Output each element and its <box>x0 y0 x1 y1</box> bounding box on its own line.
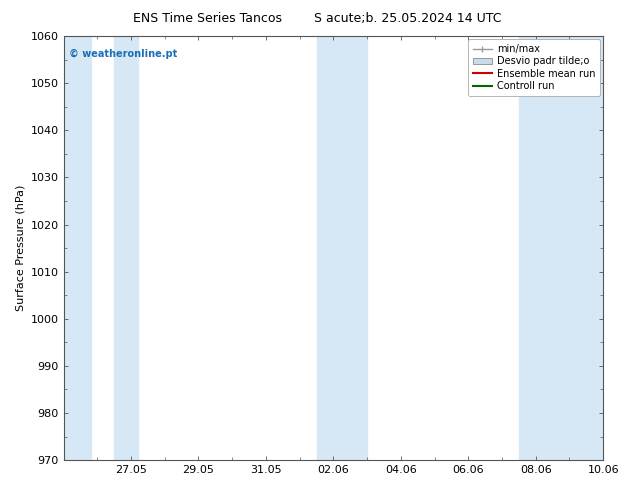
Y-axis label: Surface Pressure (hPa): Surface Pressure (hPa) <box>15 185 25 311</box>
Legend: min/max, Desvio padr tilde;o, Ensemble mean run, Controll run: min/max, Desvio padr tilde;o, Ensemble m… <box>468 39 600 96</box>
Bar <box>63 36 91 460</box>
Bar <box>316 36 367 460</box>
Text: ENS Time Series Tancos        S acute;b. 25.05.2024 14 UTC: ENS Time Series Tancos S acute;b. 25.05.… <box>133 12 501 25</box>
Text: © weatheronline.pt: © weatheronline.pt <box>69 49 177 59</box>
Bar <box>519 36 603 460</box>
Bar <box>114 36 138 460</box>
